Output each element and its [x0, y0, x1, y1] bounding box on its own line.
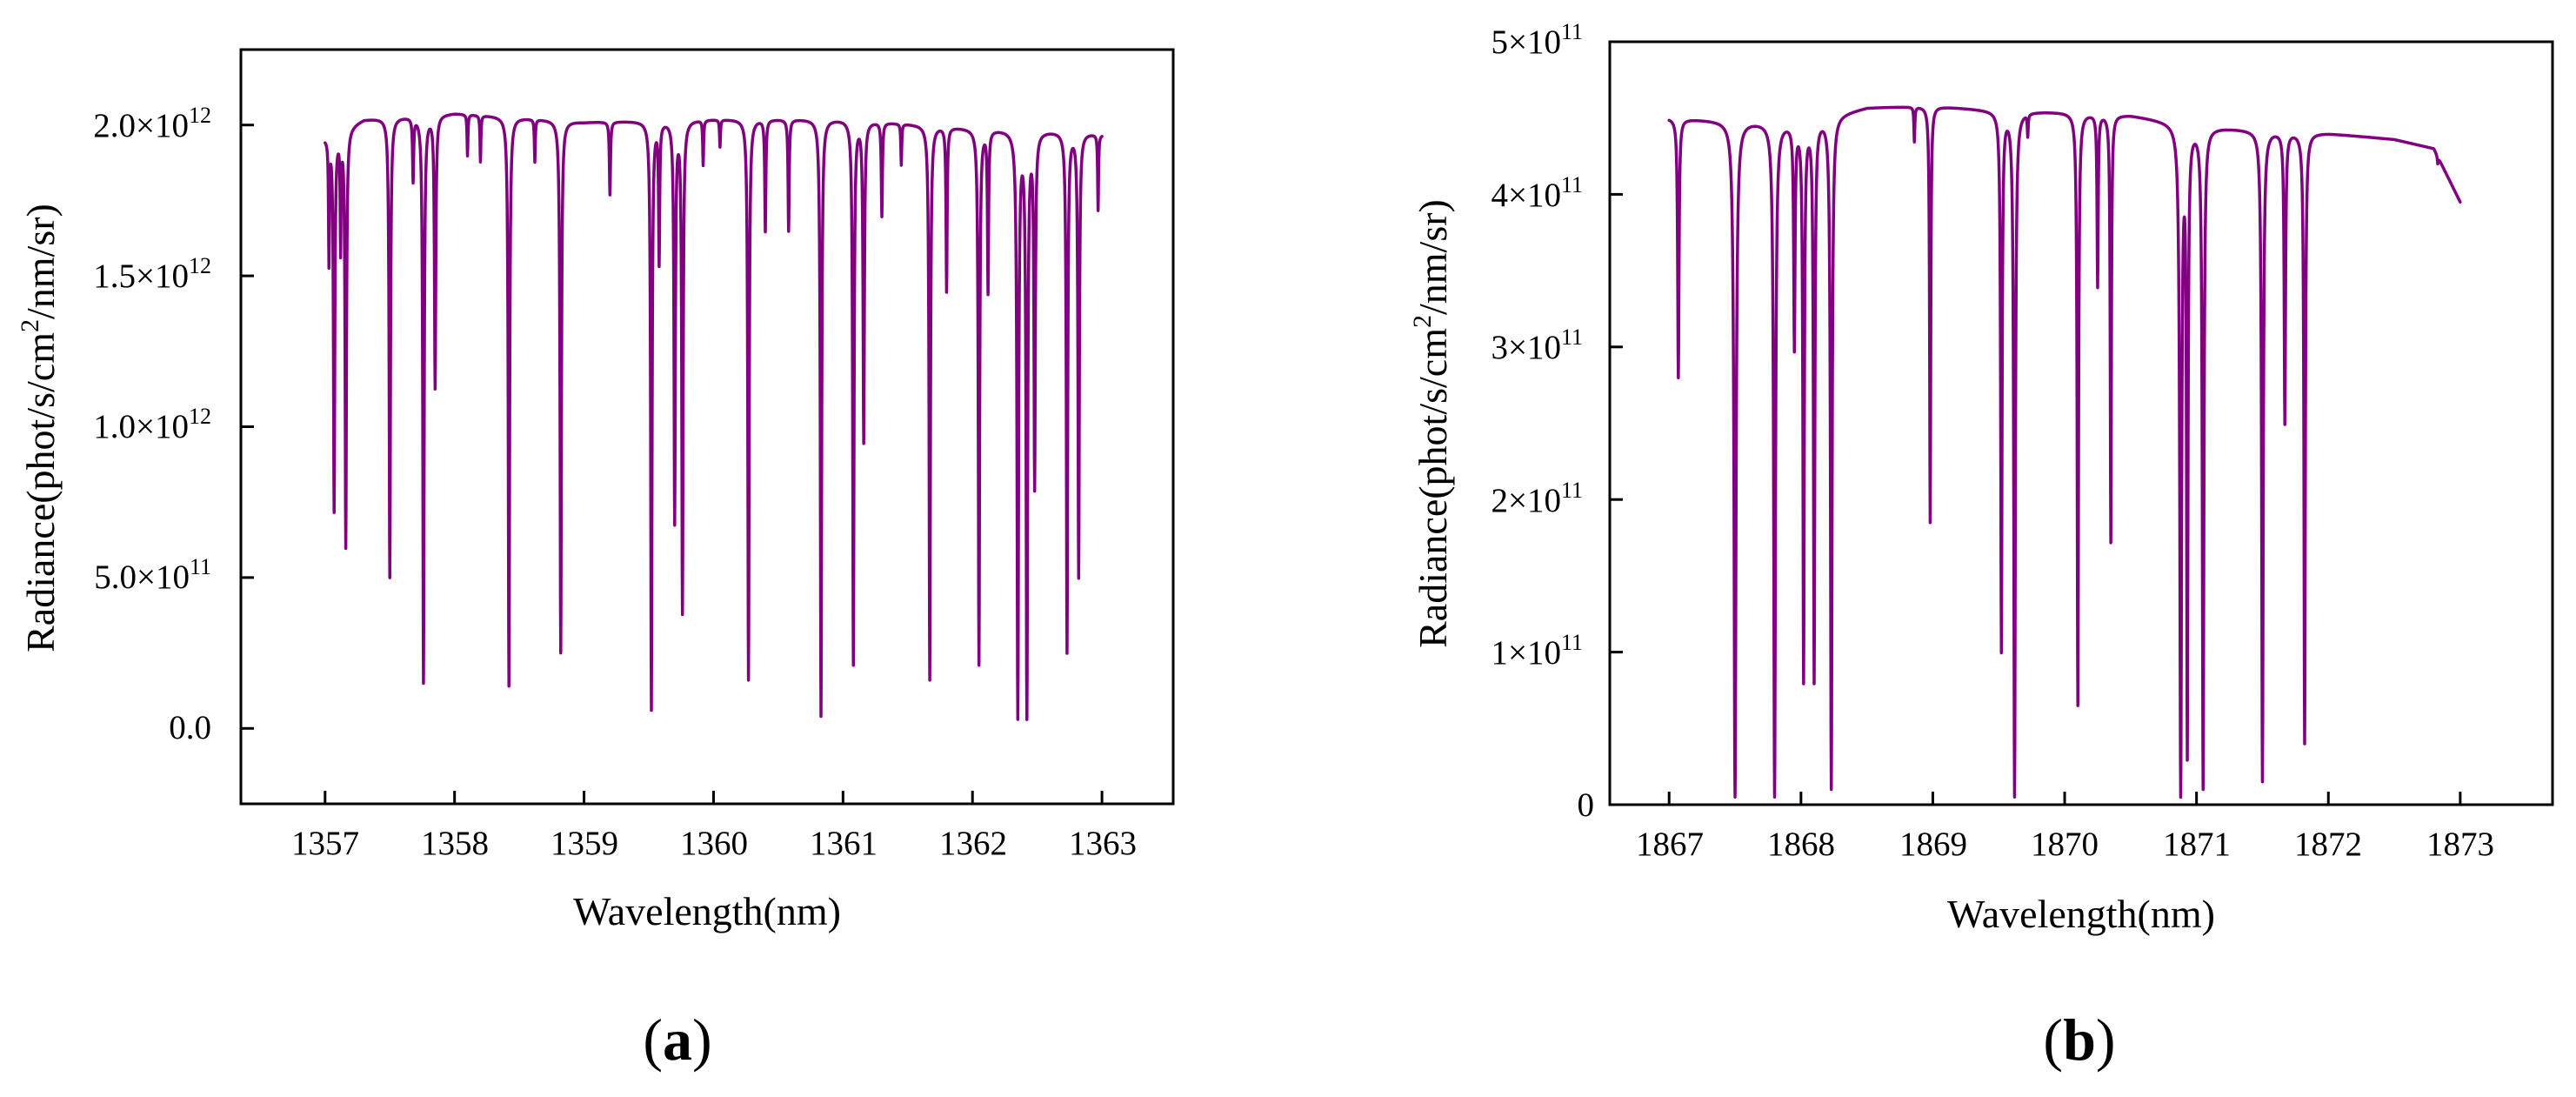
y-tick-label: 1.0×1012 — [93, 404, 211, 445]
y-axis-title-text: /nm/sr) — [1411, 199, 1455, 315]
x-tick-label: 1363 — [1069, 825, 1137, 862]
y-tick-label: 3×1011 — [1491, 324, 1583, 366]
x-tick-label: 1358 — [421, 825, 489, 862]
y-tick-label: 4×1011 — [1491, 172, 1583, 214]
x-ticks-a — [324, 791, 1104, 804]
x-tick-labels-b: 1867 1868 1869 1870 1871 1872 1873 — [1636, 826, 2494, 863]
y-axis-title-text: Radiance(phot/s/cm — [18, 332, 63, 652]
y-tick-exponent: 12 — [189, 404, 211, 429]
y-tick-label: 2×1011 — [1491, 478, 1583, 519]
y-tick-label: 1×1011 — [1491, 630, 1583, 672]
y-ticks-b — [1610, 40, 1623, 806]
chart-b: 1867 1868 1869 1870 1871 1872 1873 Wavel… — [1408, 19, 2554, 936]
y-axis-title-superscript: 2 — [16, 319, 44, 332]
y-axis-title-text: /nm/sr) — [18, 204, 63, 319]
y-tick-exponent: 11 — [1561, 630, 1583, 655]
y-tick-labels-b: 0 1×1011 2×1011 3×1011 4×1011 5×1011 — [1491, 19, 1594, 824]
y-axis-b: 0 1×1011 2×1011 3×1011 4×1011 5×1011 Rad… — [1408, 19, 1623, 824]
y-tick-label: 5×1011 — [1491, 19, 1583, 61]
y-tick-mantissa: 1×10 — [1491, 634, 1561, 672]
panel-label-letter: a — [663, 1007, 692, 1073]
y-ticks-a — [241, 124, 254, 730]
y-tick-labels-a: 0.0 5.0×1011 1.0×1012 1.5×1012 2.0×1012 — [93, 103, 211, 746]
y-tick-exponent: 11 — [1561, 478, 1583, 503]
y-tick-mantissa: 5×10 — [1491, 23, 1561, 61]
series-line-a — [324, 112, 1104, 721]
x-tick-label: 1867 — [1636, 826, 1704, 863]
x-tick-label: 1869 — [1899, 826, 1967, 863]
y-tick-exponent: 12 — [189, 103, 211, 128]
x-tick-label: 1873 — [2426, 826, 2494, 863]
y-tick-label: 5.0×1011 — [94, 554, 211, 596]
y-tick-exponent: 11 — [190, 554, 211, 579]
y-tick-exponent: 11 — [1561, 172, 1583, 197]
y-tick-label: 2.0×1012 — [93, 103, 211, 144]
y-tick-mantissa: 0 — [1578, 786, 1595, 824]
x-tick-label: 1359 — [551, 825, 618, 862]
y-tick-mantissa: 2×10 — [1491, 482, 1561, 519]
y-tick-mantissa: 0.0 — [169, 709, 211, 746]
x-tick-label: 1870 — [2031, 826, 2099, 863]
y-axis-title-a: Radiance(phot/s/cm2/nm/sr) — [16, 204, 63, 652]
y-tick-exponent: 11 — [1561, 324, 1583, 350]
y-tick-mantissa: 3×10 — [1491, 329, 1561, 366]
y-tick-label: 1.5×1012 — [93, 253, 211, 295]
y-axis-a: 0.0 5.0×1011 1.0×1012 1.5×1012 2.0×1012 … — [16, 103, 254, 746]
x-tick-label: 1357 — [291, 825, 359, 862]
x-axis-title-b: Wavelength(nm) — [1947, 892, 2215, 936]
y-tick-exponent: 12 — [189, 253, 211, 278]
y-axis-title-superscript: 2 — [1408, 315, 1437, 328]
y-tick-mantissa: 4×10 — [1491, 177, 1561, 214]
plot-frame-b — [1608, 40, 2554, 806]
y-tick-exponent: 11 — [1561, 19, 1583, 44]
y-tick-mantissa: 1.5×10 — [93, 258, 189, 295]
x-ticks-b — [1667, 792, 2462, 805]
chart-a: 1357 1358 1359 1360 1361 1362 1363 Wavel… — [16, 48, 1175, 933]
y-tick-mantissa: 2.0×10 — [93, 107, 189, 144]
x-tick-label: 1868 — [1767, 826, 1835, 863]
panel-label-a: (a) — [643, 1007, 711, 1073]
x-tick-labels-a: 1357 1358 1359 1360 1361 1362 1363 — [291, 825, 1137, 862]
x-axis-b: 1867 1868 1869 1870 1871 1872 1873 Wavel… — [1636, 792, 2494, 936]
x-tick-label: 1362 — [939, 825, 1007, 862]
panel-label-b: (b) — [2043, 1007, 2115, 1073]
x-tick-label: 1361 — [810, 825, 878, 862]
y-tick-mantissa: 5.0×10 — [94, 559, 190, 596]
x-tick-label: 1360 — [680, 825, 748, 862]
x-axis-title-a: Wavelength(nm) — [573, 889, 841, 933]
panel-label-letter: b — [2063, 1007, 2096, 1073]
y-axis-title-b: Radiance(phot/s/cm2/nm/sr) — [1408, 199, 1455, 648]
x-tick-label: 1871 — [2163, 826, 2231, 863]
y-tick-label: 0.0 — [169, 709, 211, 746]
y-tick-label: 0 — [1578, 786, 1595, 824]
x-tick-label: 1872 — [2294, 826, 2362, 863]
series-line-b — [1667, 105, 2462, 799]
y-tick-mantissa: 1.0×10 — [93, 408, 189, 445]
y-axis-title-text: Radiance(phot/s/cm — [1411, 328, 1455, 648]
x-axis-a: 1357 1358 1359 1360 1361 1362 1363 Wavel… — [291, 791, 1137, 933]
